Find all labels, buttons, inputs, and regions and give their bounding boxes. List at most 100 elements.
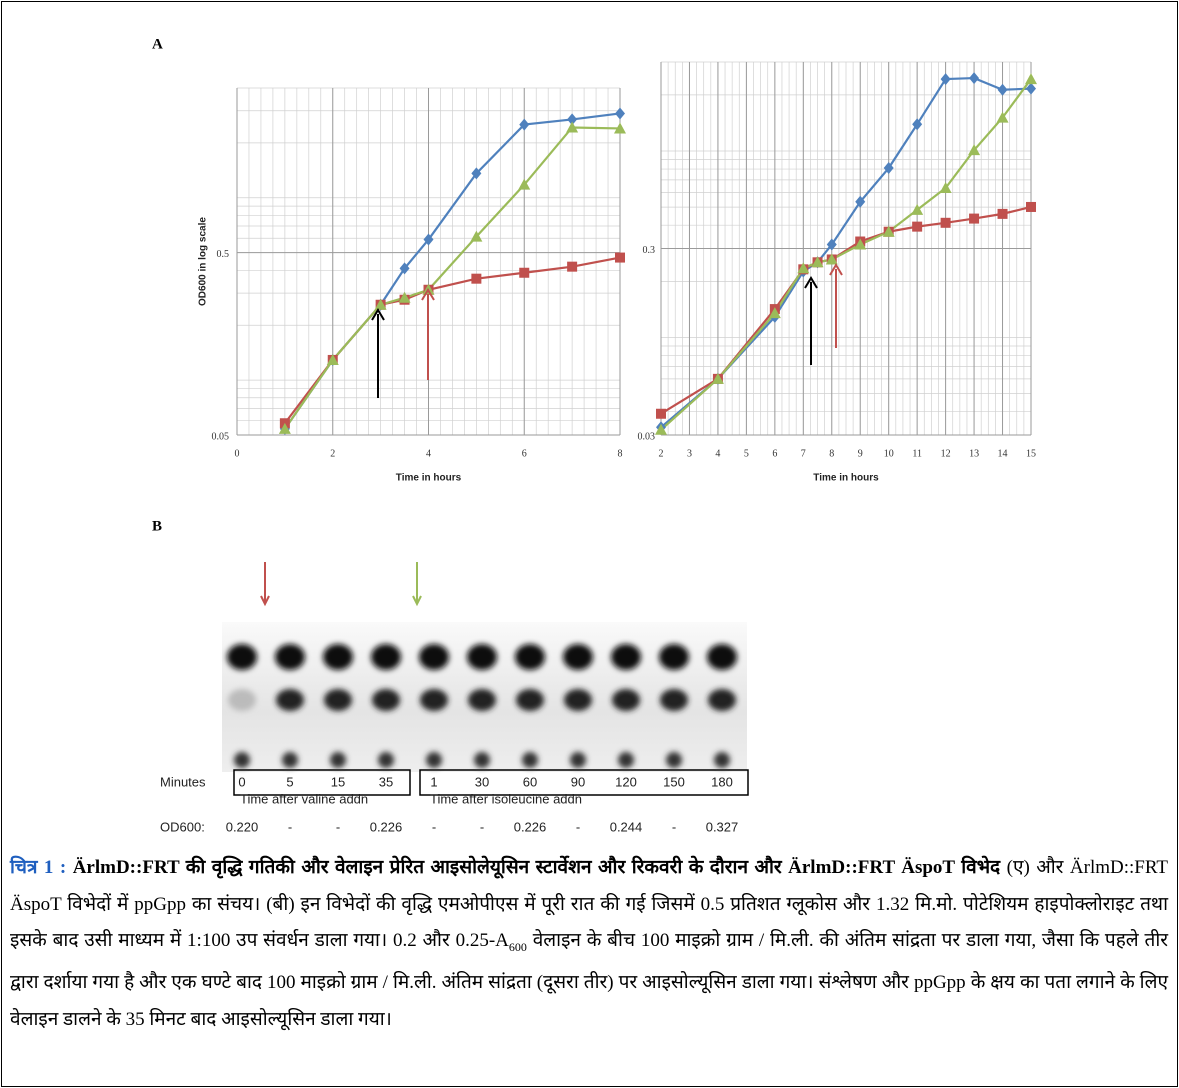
lane-label: 0: [238, 774, 245, 789]
gel-band: [324, 689, 352, 711]
data-point: [1025, 73, 1037, 84]
data-point: [969, 214, 979, 224]
gel-spot: [330, 752, 346, 768]
lane-label: 1: [430, 774, 437, 789]
caption-subscript: 600: [509, 940, 527, 954]
gel-band: [612, 689, 640, 711]
x-tick-label: 10: [884, 448, 894, 459]
lane-label: 60: [523, 774, 537, 789]
od-value: -: [336, 819, 340, 834]
data-point: [969, 72, 979, 84]
gel-spot: [570, 752, 586, 768]
gel-band: [660, 689, 688, 711]
gel-image: Minutes Time after valine addn Time afte…: [160, 562, 748, 834]
data-point: [1026, 202, 1036, 212]
lane-label: 120: [615, 774, 637, 789]
x-tick-label: 2: [659, 448, 664, 459]
x-tick-label: 13: [969, 448, 979, 459]
lane-label: 5: [286, 774, 293, 789]
od-value: -: [672, 819, 676, 834]
data-point: [998, 209, 1008, 219]
gel-band: [323, 644, 353, 670]
gel-band: [419, 644, 449, 670]
od-value: 0.226: [370, 819, 403, 834]
gel-spot: [426, 752, 442, 768]
data-point: [615, 107, 625, 119]
od-value: 0.220: [226, 819, 259, 834]
charts: 0 2 4 6 8 0.05 0.5 Time in hours OD600 in log sc…: [198, 62, 1037, 484]
gel-band: [420, 689, 448, 711]
gel-spot: [378, 752, 394, 768]
row-label: OD600:: [160, 819, 205, 834]
gel-band: [468, 689, 496, 711]
gel-band: [515, 644, 545, 670]
y-tick-label: 0.05: [212, 431, 230, 442]
x-tick-label: 0: [235, 448, 240, 459]
x-tick-label: 12: [941, 448, 951, 459]
data-point: [567, 262, 577, 272]
y-axis-title: OD600 in log scale: [198, 217, 209, 306]
y-tick-label: 0.3: [643, 245, 656, 256]
gel-band: [227, 644, 257, 670]
x-tick-label: 6: [522, 448, 527, 459]
gel-spot: [714, 752, 730, 768]
y-tick-label: 0.5: [217, 249, 230, 260]
x-tick-label: 4: [426, 448, 431, 459]
x-tick-label: 3: [687, 448, 692, 459]
gel-spot: [474, 752, 490, 768]
y-tick-label: 0.03: [638, 431, 656, 442]
gel-band: [228, 689, 256, 711]
gel-spot: [666, 752, 682, 768]
lane-label: 30: [475, 774, 489, 789]
lane-label: 150: [663, 774, 685, 789]
data-point: [615, 253, 625, 263]
annotation-arrows: [372, 265, 842, 398]
caption-bold: ÄrlmD::FRT की वृद्धि गतिकी और वेलाइन प्र…: [73, 857, 1000, 878]
od-value: 0.226: [514, 819, 547, 834]
x-tick-label: 9: [858, 448, 863, 459]
x-tick-label: 8: [618, 448, 623, 459]
data-point: [471, 274, 481, 284]
gel-band: [371, 644, 401, 670]
od-value: 0.327: [706, 819, 739, 834]
lane-label: 35: [379, 774, 393, 789]
od-value: -: [288, 819, 292, 834]
gel-band: [563, 644, 593, 670]
gel-spot: [234, 752, 250, 768]
gel-band: [564, 689, 592, 711]
figure: A B 0 2 4 6 8 0.05 0.5 Time in hours OD600 in lo…: [0, 0, 1179, 850]
x-tick-label: 5: [744, 448, 749, 459]
caption-label: चित्र 1 :: [10, 857, 66, 878]
x-axis-title: Time in hours: [396, 473, 462, 484]
gel-spot: [618, 752, 634, 768]
panel-label: B: [152, 518, 162, 534]
page: A B 0 2 4 6 8 0.05 0.5 Time in hours OD600 in lo…: [0, 0, 1179, 1088]
lane-label: 90: [571, 774, 585, 789]
lane-label: 15: [331, 774, 345, 789]
gel-band: [516, 689, 544, 711]
row-label: Minutes: [160, 774, 206, 789]
gel-band: [707, 644, 737, 670]
x-tick-label: 15: [1026, 448, 1036, 459]
panel-label: A: [152, 36, 163, 52]
x-tick-label: 7: [801, 448, 806, 459]
gel-band: [372, 689, 400, 711]
data-point: [941, 218, 951, 228]
od-value: -: [480, 819, 484, 834]
gel-spot: [522, 752, 538, 768]
x-tick-label: 6: [772, 448, 777, 459]
x-tick-label: 8: [829, 448, 834, 459]
gel-spot: [282, 752, 298, 768]
gel-band: [659, 644, 689, 670]
gel-band: [467, 644, 497, 670]
data-point: [998, 84, 1008, 96]
od-value: 0.244: [610, 819, 643, 834]
data-point: [656, 409, 666, 419]
x-tick-label: 14: [998, 448, 1008, 459]
gel-band: [708, 689, 736, 711]
group-caption: Time after valine addn: [240, 791, 368, 806]
x-tick-label: 2: [330, 448, 335, 459]
group-caption: Time after isoleucine addn: [430, 791, 582, 806]
gel-band: [611, 644, 641, 670]
od-value: -: [576, 819, 580, 834]
